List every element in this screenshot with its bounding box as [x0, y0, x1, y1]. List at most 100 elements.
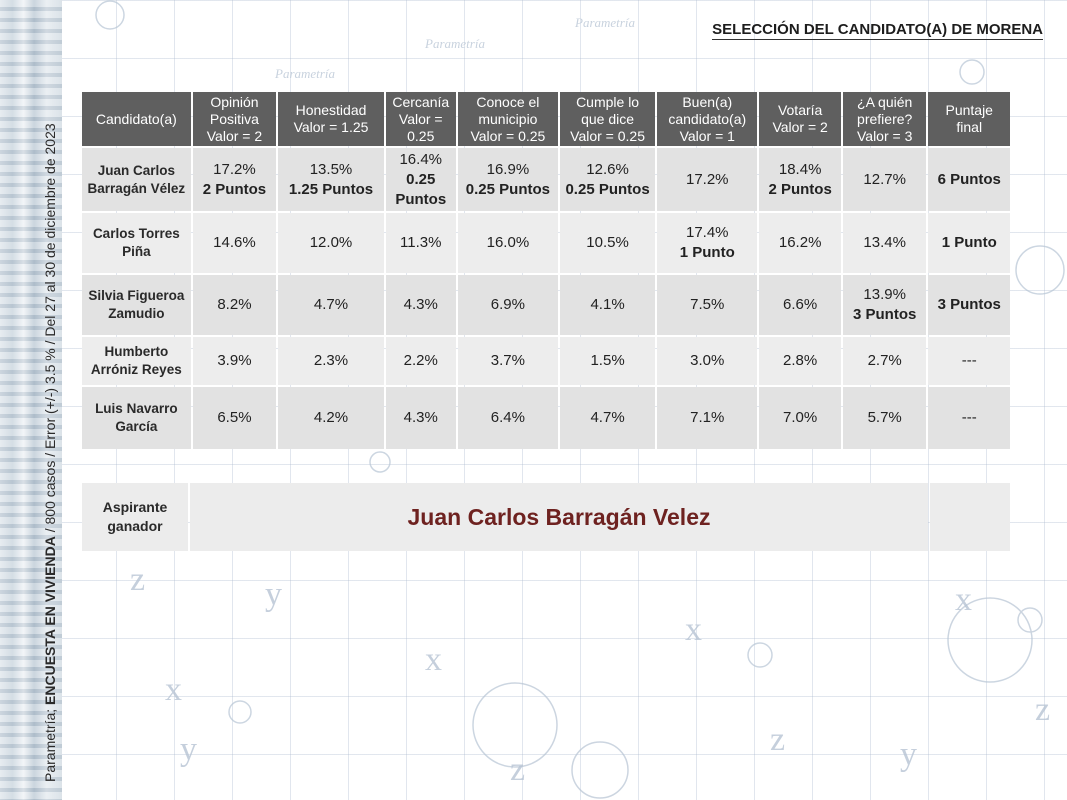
survey-caption: Parametría; ENCUESTA EN VIVIENDA / 800 c… — [42, 123, 58, 782]
candidate-name: Carlos Torres Piña — [82, 213, 191, 273]
winner-row: Aspirante ganador Juan Carlos Barragán Ve… — [82, 483, 1010, 551]
table-cell: 4.7% — [278, 275, 384, 335]
candidate-name: Silvia Figueroa Zamudio — [82, 275, 191, 335]
column-header: Candidato(a) — [82, 92, 191, 146]
table-cell: 7.5% — [657, 275, 758, 335]
candidate-table: Candidato(a) Opinión Positiva Valor = 2 Ho… — [80, 90, 1012, 451]
candidate-name: Luis Navarro García — [82, 387, 191, 449]
table-row: Luis Navarro García 6.5% 4.2% 4.3% 6.4% 4… — [82, 387, 1010, 449]
table-cell: 5.7% — [842, 387, 927, 449]
decor-letter: x — [425, 641, 442, 678]
table-cell: 16.2% — [759, 213, 841, 273]
decor-watermark: Parametría — [424, 36, 485, 51]
decor-watermark: Parametría — [574, 15, 635, 30]
table-cell: 1.5% — [560, 337, 656, 385]
table-row: Carlos Torres Piña 14.6% 12.0% 11.3% 16.0… — [82, 213, 1010, 273]
table-cell: 6.4% — [457, 387, 559, 449]
table-cell: 17.4% 1 Punto — [657, 213, 758, 273]
decor-circle — [959, 59, 985, 85]
table-cell: 16.9% 0.25 Puntos — [457, 148, 559, 211]
column-header: Cumple lo que dice Valor = 0.25 — [560, 92, 656, 146]
table-cell: 3.0% — [657, 337, 758, 385]
decor-circle — [1015, 245, 1065, 295]
final-score: 3 Puntos — [928, 275, 1010, 335]
table-cell: 17.2% — [657, 148, 758, 211]
table-cell: 2.2% — [385, 337, 456, 385]
decor-letter: z — [130, 561, 145, 598]
table-row: Humberto Arróniz Reyes 3.9% 2.3% 2.2% 3.7… — [82, 337, 1010, 385]
table-cell: 13.9% 3 Puntos — [842, 275, 927, 335]
decor-circle — [95, 0, 125, 30]
decor-letter: z — [1035, 691, 1050, 728]
table-cell: 6.6% — [759, 275, 841, 335]
table-cell: 13.4% — [842, 213, 927, 273]
table-row: Juan Carlos Barragán Vélez 17.2% 2 Puntos … — [82, 148, 1010, 211]
candidate-name: Humberto Arróniz Reyes — [82, 337, 191, 385]
decor-circle — [747, 642, 773, 668]
column-header: Opinión Positiva Valor = 2 — [192, 92, 277, 146]
table-cell: 6.9% — [457, 275, 559, 335]
table-cell: 2.7% — [842, 337, 927, 385]
table-cell: 8.2% — [192, 275, 277, 335]
table-cell: 10.5% — [560, 213, 656, 273]
column-header: Cercanía Valor = 0.25 — [385, 92, 456, 146]
table-row: Silvia Figueroa Zamudio 8.2% 4.7% 4.3% 6.… — [82, 275, 1010, 335]
table-cell: 3.9% — [192, 337, 277, 385]
final-score: --- — [928, 337, 1010, 385]
table-cell: 13.5% 1.25 Puntos — [278, 148, 384, 211]
final-score: --- — [928, 387, 1010, 449]
table-header-row: Candidato(a) Opinión Positiva Valor = 2 Ho… — [82, 92, 1010, 146]
column-header: Puntaje final — [928, 92, 1010, 146]
winner-name: Juan Carlos Barragán Velez — [190, 483, 928, 551]
table-cell: 6.5% — [192, 387, 277, 449]
column-header: Honestidad Valor = 1.25 — [278, 92, 384, 146]
winner-label: Aspirante ganador — [82, 483, 188, 551]
decor-circle — [1017, 607, 1043, 633]
table-cell: 4.7% — [560, 387, 656, 449]
decor-circle — [228, 700, 252, 724]
table-cell: 4.3% — [385, 275, 456, 335]
table-cell: 12.7% — [842, 148, 927, 211]
table-cell: 14.6% — [192, 213, 277, 273]
table-cell: 17.2% 2 Puntos — [192, 148, 277, 211]
table-cell: 2.8% — [759, 337, 841, 385]
winner-empty-cell — [930, 483, 1010, 551]
table-cell: 11.3% — [385, 213, 456, 273]
table-cell: 2.3% — [278, 337, 384, 385]
table-cell: 4.3% — [385, 387, 456, 449]
decor-circle — [472, 682, 558, 768]
page-title: SELECCIÓN DEL CANDIDATO(A) DE MORENA — [712, 21, 1043, 40]
table-cell: 3.7% — [457, 337, 559, 385]
column-header: ¿A quién prefiere? Valor = 3 — [842, 92, 927, 146]
final-score: 1 Punto — [928, 213, 1010, 273]
table-cell: 12.0% — [278, 213, 384, 273]
decor-letter: z — [510, 751, 525, 788]
column-header: Votaría Valor = 2 — [759, 92, 841, 146]
table-cell: 16.4% 0.25 Puntos — [385, 148, 456, 211]
final-score: 6 Puntos — [928, 148, 1010, 211]
table-cell: 12.6% 0.25 Puntos — [560, 148, 656, 211]
decor-letter: x — [165, 671, 182, 708]
table-cell: 18.4% 2 Puntos — [759, 148, 841, 211]
decor-letter: y — [900, 736, 917, 773]
table-cell: 7.0% — [759, 387, 841, 449]
decor-circle — [571, 741, 629, 799]
decor-letter: y — [180, 731, 197, 768]
decor-letter: x — [955, 581, 972, 618]
table-cell: 7.1% — [657, 387, 758, 449]
table-cell: 4.2% — [278, 387, 384, 449]
decor-letter: y — [265, 576, 282, 613]
column-header: Buen(a) candidato(a) Valor = 1 — [657, 92, 758, 146]
column-header: Conoce el municipio Valor = 0.25 — [457, 92, 559, 146]
table-cell: 16.0% — [457, 213, 559, 273]
left-decorative-strip — [0, 0, 62, 800]
winner-table: Aspirante ganador Juan Carlos Barragán Ve… — [80, 481, 1012, 553]
decor-letter: x — [685, 611, 702, 648]
decor-circle — [369, 451, 391, 473]
candidate-name: Juan Carlos Barragán Vélez — [82, 148, 191, 211]
table-cell: 4.1% — [560, 275, 656, 335]
decor-circle — [947, 597, 1033, 683]
decor-letter: z — [770, 721, 785, 758]
decor-watermark: Parametría — [274, 66, 335, 81]
